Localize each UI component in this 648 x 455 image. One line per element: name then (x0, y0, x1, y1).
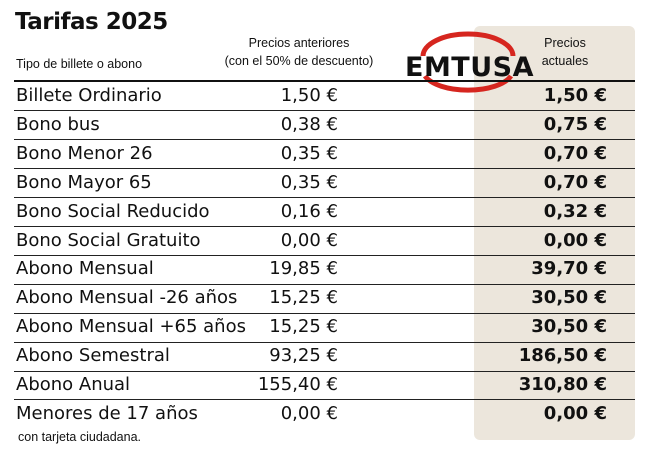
ticket-name: Abono Anual (16, 374, 131, 395)
ticket-name: Bono bus (16, 113, 100, 135)
current-price: 0,70 € (543, 171, 607, 193)
ticket-name: Bono Social Reducido (16, 200, 210, 222)
previous-price: 15,25 € (269, 316, 338, 338)
ticket-type-header: Tipo de billete o abono (16, 57, 143, 71)
current-price: 310,80 € (518, 374, 607, 395)
previous-price: 0,35 € (280, 171, 338, 193)
header-divider (14, 80, 635, 82)
current-price: 30,50 € (531, 316, 607, 338)
row-divider (14, 399, 635, 401)
table-row: Abono Anual 155,40 € 310,80 € (0, 371, 648, 399)
table-row: Abono Semestral 93,25 € 186,50 € (0, 342, 648, 370)
ticket-name: Bono Menor 26 (16, 142, 153, 164)
previous-prices-header-line2: (con el 50% de descuento) (224, 54, 374, 68)
table-row: Bono Mayor 65 0,35 € 0,70 € (0, 169, 648, 197)
ticket-name: Billete Ordinario (16, 85, 162, 106)
row-divider (14, 168, 635, 170)
ticket-name: Abono Mensual +65 años (16, 316, 246, 338)
row-divider (14, 110, 635, 112)
previous-price: 1,50 € (280, 85, 338, 106)
previous-price: 0,38 € (280, 113, 338, 135)
row-divider (14, 197, 635, 199)
ticket-name: Menores de 17 años (16, 402, 198, 424)
previous-price: 0,00 € (280, 402, 338, 424)
current-prices-header-line2: actuales (541, 54, 589, 68)
table-row: Bono Social Gratuito 0,00 € 0,00 € (0, 227, 648, 255)
row-divider (14, 139, 635, 141)
table-row: Menores de 17 años 0,00 € 0,00 € (0, 400, 648, 428)
table-row: Bono bus 0,38 € 0,75 € (0, 111, 648, 139)
previous-price: 0,35 € (280, 142, 338, 164)
page-title: Tarifas 2025 (15, 9, 168, 35)
ticket-name: Abono Mensual -26 años (16, 287, 238, 309)
row-divider (14, 226, 635, 227)
current-price: 39,70 € (531, 258, 607, 280)
logo-text: EMTUSA (405, 52, 534, 83)
current-price: 30,50 € (531, 287, 607, 309)
ticket-name: Abono Mensual (16, 258, 154, 280)
row-divider (14, 254, 635, 256)
current-price: 0,32 € (543, 200, 607, 222)
current-price: 1,50 € (543, 85, 607, 106)
logo-ring-icon (420, 31, 516, 93)
footnote: con tarjeta ciudadana. (18, 430, 142, 444)
current-price: 0,00 € (543, 229, 607, 251)
ticket-name: Bono Mayor 65 (16, 171, 152, 193)
row-divider (14, 370, 635, 372)
current-prices-header-line1: Precios (544, 36, 586, 50)
table-row: Abono Mensual 19,85 € 39,70 € (0, 255, 648, 283)
row-divider (14, 283, 635, 285)
previous-price: 93,25 € (269, 345, 338, 367)
table-row: Abono Mensual +65 años 15,25 € 30,50 € (0, 313, 648, 341)
current-price: 186,50 € (518, 345, 607, 367)
previous-price: 15,25 € (269, 287, 338, 309)
current-price: 0,75 € (543, 113, 607, 135)
previous-prices-header: Precios anteriores (con el 50% de descue… (205, 34, 393, 70)
table-row: Bono Social Reducido 0,16 € 0,32 € (0, 198, 648, 226)
current-price: 0,70 € (543, 142, 607, 164)
ticket-name: Bono Social Gratuito (16, 229, 201, 251)
row-divider (14, 312, 635, 314)
current-price: 0,00 € (543, 402, 607, 424)
emtusa-logo: EMTUSA (405, 26, 534, 96)
ticket-name: Abono Semestral (16, 345, 170, 367)
table-row: Billete Ordinario 1,50 € 1,50 € (0, 82, 648, 110)
current-prices-header: Precios actuales (520, 34, 610, 70)
previous-price: 0,00 € (280, 229, 338, 251)
previous-price: 155,40 € (257, 374, 338, 395)
table-row: Abono Mensual -26 años 15,25 € 30,50 € (0, 284, 648, 312)
previous-prices-header-line1: Precios anteriores (248, 36, 350, 50)
previous-price: 0,16 € (280, 200, 338, 222)
previous-price: 19,85 € (269, 258, 338, 280)
table-row: Bono Menor 26 0,35 € 0,70 € (0, 140, 648, 168)
row-divider (14, 341, 635, 343)
